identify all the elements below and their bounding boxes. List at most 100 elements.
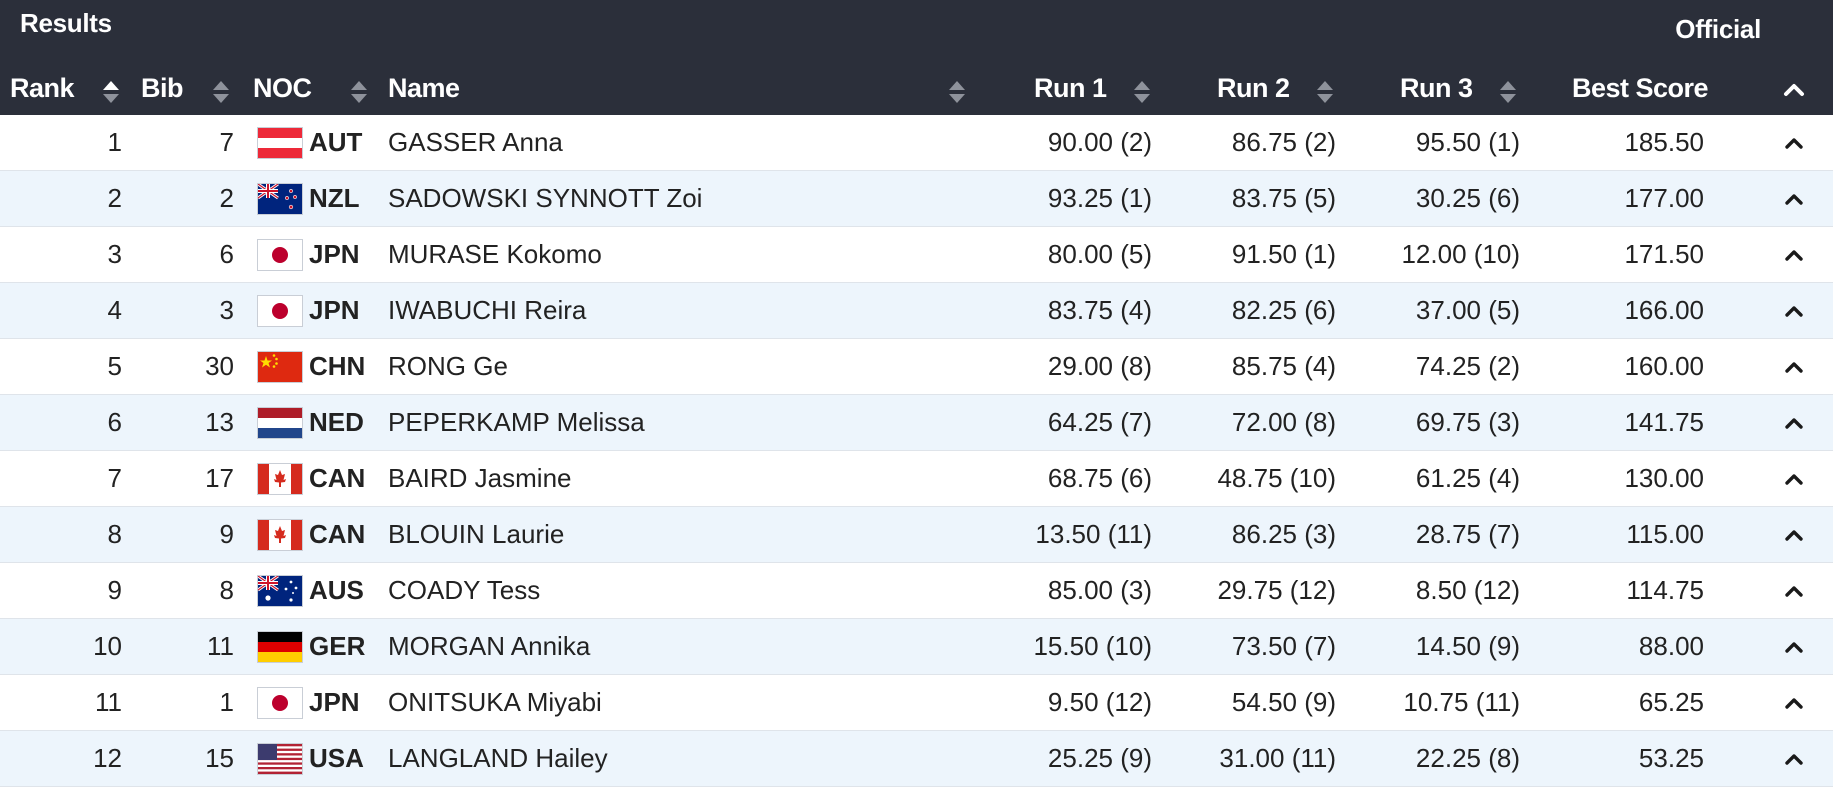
noc-cell: CAN bbox=[309, 463, 366, 493]
column-header-noc[interactable]: NOC bbox=[253, 70, 312, 106]
best-score-cell: 160.00 bbox=[1624, 351, 1704, 381]
run2-cell: 29.75 (12) bbox=[1217, 575, 1336, 605]
noc-cell: CAN bbox=[309, 519, 366, 549]
flag-icon bbox=[257, 395, 305, 450]
rank-cell: 9 bbox=[107, 575, 122, 605]
athlete-name[interactable]: GASSER Anna bbox=[388, 127, 563, 157]
athlete-name[interactable]: MORGAN Annika bbox=[388, 631, 591, 661]
best-score-cell: 177.00 bbox=[1624, 183, 1704, 213]
sort-icon[interactable] bbox=[1500, 78, 1518, 106]
table-row[interactable]: 12 15 USA LANGLAND Hailey 25.25 (9) 31.0… bbox=[0, 731, 1833, 787]
column-header-run2[interactable]: Run 2 bbox=[1217, 70, 1290, 106]
athlete-name[interactable]: IWABUCHI Reira bbox=[388, 295, 587, 325]
run2-cell: 82.25 (6) bbox=[1231, 295, 1336, 325]
noc-cell: NED bbox=[309, 407, 364, 437]
sort-icon[interactable] bbox=[1317, 78, 1335, 106]
run3-cell: 74.25 (2) bbox=[1415, 351, 1520, 381]
chevron-up-icon[interactable] bbox=[1780, 507, 1808, 562]
run2-cell: 73.50 (7) bbox=[1231, 631, 1336, 661]
noc-cell: GER bbox=[309, 631, 366, 661]
flag-icon bbox=[257, 619, 305, 674]
rank-cell: 5 bbox=[107, 351, 122, 381]
athlete-name[interactable]: MURASE Kokomo bbox=[388, 239, 602, 269]
table-row[interactable]: 6 13 NED PEPERKAMP Melissa 64.25 (7) 72.… bbox=[0, 395, 1833, 451]
column-header-rank[interactable]: Rank bbox=[10, 70, 75, 106]
flag-jpn-icon bbox=[257, 686, 303, 719]
table-row[interactable]: 7 17 CAN BAIRD Jasmine 68.75 (6) 48.75 (… bbox=[0, 451, 1833, 507]
column-header-run3[interactable]: Run 3 bbox=[1400, 70, 1473, 106]
table-row[interactable]: 1 7 AUT GASSER Anna 90.00 (2) 86.75 (2) … bbox=[0, 115, 1833, 171]
sort-icon[interactable] bbox=[949, 78, 967, 106]
rank-cell: 6 bbox=[107, 407, 122, 437]
table-row[interactable]: 8 9 CAN BLOUIN Laurie 13.50 (11) 86.25 (… bbox=[0, 507, 1833, 563]
column-header-best-score[interactable]: Best Score bbox=[1572, 70, 1709, 106]
table-row[interactable]: 10 11 GER MORGAN Annika 15.50 (10) 73.50… bbox=[0, 619, 1833, 675]
table-row[interactable]: 3 6 JPN MURASE Kokomo 80.00 (5) 91.50 (1… bbox=[0, 227, 1833, 283]
athlete-name[interactable]: RONG Ge bbox=[388, 351, 508, 381]
table-row[interactable]: 11 1 JPN ONITSUKA Miyabi 9.50 (12) 54.50… bbox=[0, 675, 1833, 731]
chevron-up-icon[interactable] bbox=[1780, 227, 1808, 282]
chevron-up-icon[interactable] bbox=[1780, 451, 1808, 506]
best-score-cell: 130.00 bbox=[1624, 463, 1704, 493]
chevron-up-icon[interactable] bbox=[1780, 76, 1808, 104]
sort-icon[interactable] bbox=[213, 78, 231, 106]
best-score-cell: 166.00 bbox=[1624, 295, 1704, 325]
run1-cell: 15.50 (10) bbox=[1033, 631, 1152, 661]
rank-cell: 3 bbox=[107, 239, 122, 269]
flag-ger-icon bbox=[257, 630, 303, 663]
table-row[interactable]: 9 8 AUS COADY Tess 85.00 (3) 29.75 (12) … bbox=[0, 563, 1833, 619]
table-row[interactable]: 5 30 CHN RONG Ge 29.00 (8) 85.75 (4) 74.… bbox=[0, 339, 1833, 395]
column-label-run2: Run 2 bbox=[1217, 72, 1290, 103]
athlete-name[interactable]: LANGLAND Hailey bbox=[388, 743, 608, 773]
flag-aut-icon bbox=[257, 126, 303, 159]
chevron-up-icon[interactable] bbox=[1780, 731, 1808, 786]
chevron-up-icon[interactable] bbox=[1780, 619, 1808, 674]
athlete-name[interactable]: SADOWSKI SYNNOTT Zoi bbox=[388, 183, 703, 213]
flag-can-icon bbox=[257, 462, 303, 495]
chevron-up-icon[interactable] bbox=[1780, 395, 1808, 450]
run3-cell: 12.00 (10) bbox=[1401, 239, 1520, 269]
athlete-name[interactable]: PEPERKAMP Melissa bbox=[388, 407, 645, 437]
best-score-cell: 65.25 bbox=[1638, 687, 1704, 717]
best-score-cell: 114.75 bbox=[1626, 575, 1704, 605]
athlete-name[interactable]: COADY Tess bbox=[388, 575, 541, 605]
run3-cell: 22.25 (8) bbox=[1415, 743, 1520, 773]
rank-cell: 11 bbox=[95, 687, 122, 717]
column-header-name[interactable]: Name bbox=[388, 70, 460, 106]
column-header-run1[interactable]: Run 1 bbox=[1034, 70, 1107, 106]
bib-cell: 9 bbox=[219, 519, 234, 549]
flag-icon bbox=[257, 171, 305, 226]
best-score-cell: 185.50 bbox=[1624, 127, 1704, 157]
column-header-bib[interactable]: Bib bbox=[141, 70, 184, 106]
chevron-up-icon[interactable] bbox=[1780, 171, 1808, 226]
run1-cell: 13.50 (11) bbox=[1035, 519, 1152, 549]
sort-icon[interactable] bbox=[351, 78, 369, 106]
run3-cell: 30.25 (6) bbox=[1415, 183, 1520, 213]
sort-icon[interactable] bbox=[1134, 78, 1152, 106]
athlete-name[interactable]: ONITSUKA Miyabi bbox=[388, 687, 602, 717]
athlete-name[interactable]: BAIRD Jasmine bbox=[388, 463, 572, 493]
run2-cell: 83.75 (5) bbox=[1231, 183, 1336, 213]
bib-cell: 30 bbox=[205, 351, 234, 381]
bib-cell: 6 bbox=[219, 239, 234, 269]
table-row[interactable]: 4 3 JPN IWABUCHI Reira 83.75 (4) 82.25 (… bbox=[0, 283, 1833, 339]
best-score-cell: 115.00 bbox=[1626, 519, 1704, 549]
run1-cell: 25.25 (9) bbox=[1047, 743, 1152, 773]
athlete-name[interactable]: BLOUIN Laurie bbox=[388, 519, 565, 549]
rank-cell: 4 bbox=[107, 295, 122, 325]
flag-aus-icon bbox=[257, 574, 303, 607]
chevron-up-icon[interactable] bbox=[1780, 339, 1808, 394]
table-row[interactable]: 2 2 NZL SADOWSKI SYNNOTT Zoi 93.25 (1) 8… bbox=[0, 171, 1833, 227]
run3-cell: 69.75 (3) bbox=[1415, 407, 1520, 437]
chevron-up-icon[interactable] bbox=[1780, 115, 1808, 170]
chevron-up-icon[interactable] bbox=[1780, 283, 1808, 338]
flag-icon bbox=[257, 731, 305, 786]
flag-icon bbox=[257, 675, 305, 730]
flag-icon bbox=[257, 451, 305, 506]
chevron-up-icon[interactable] bbox=[1780, 675, 1808, 730]
run1-cell: 64.25 (7) bbox=[1047, 407, 1152, 437]
run2-cell: 48.75 (10) bbox=[1217, 463, 1336, 493]
chevron-up-icon[interactable] bbox=[1780, 563, 1808, 618]
sort-icon[interactable] bbox=[103, 78, 121, 106]
